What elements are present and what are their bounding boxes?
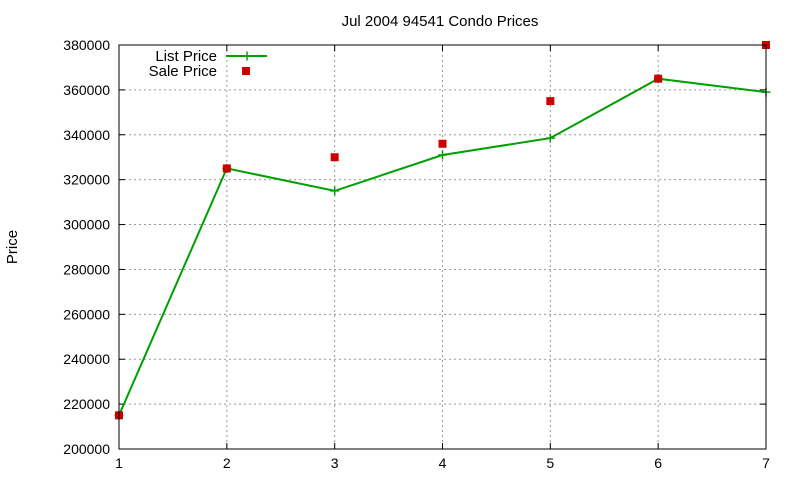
legend: List Price Sale Price xyxy=(149,48,267,80)
y-tick-label: 300000 xyxy=(63,217,110,233)
legend-label-list-price: List Price xyxy=(155,48,217,65)
sale-price-point xyxy=(654,74,663,83)
x-tick-label: 5 xyxy=(546,455,554,471)
y-tick-label: 380000 xyxy=(63,37,110,53)
sale-price-point xyxy=(330,153,339,162)
list-price-point xyxy=(545,133,555,143)
y-axis-label: Price xyxy=(4,230,21,264)
grid-lines xyxy=(119,45,766,449)
y-tick-label: 360000 xyxy=(63,82,110,98)
y-tick-label: 200000 xyxy=(63,441,110,457)
y-tick-label: 220000 xyxy=(63,396,110,412)
x-tick-label: 7 xyxy=(762,455,770,471)
legend-marker-list-price xyxy=(242,51,252,61)
x-tick-label: 3 xyxy=(331,455,339,471)
y-tick-label: 240000 xyxy=(63,351,110,367)
y-tick-label: 280000 xyxy=(63,261,110,277)
list-price-point xyxy=(330,186,340,196)
sale-price-point xyxy=(546,97,555,106)
legend-marker-sale-price xyxy=(242,67,250,75)
y-tick-label: 260000 xyxy=(63,306,110,322)
x-tick-label: 4 xyxy=(439,455,447,471)
chart-title: Jul 2004 94541 Condo Prices xyxy=(342,13,539,30)
y-axis-ticks: 200000 220000 240000 260000 280000 300000 3200… xyxy=(63,37,766,457)
x-tick-label: 1 xyxy=(115,455,123,471)
list-price-point xyxy=(438,150,447,160)
plot-frame xyxy=(118,44,767,450)
sale-price-point xyxy=(222,164,231,173)
y-tick-label: 320000 xyxy=(63,172,110,188)
x-axis-ticks: 1 2 3 4 5 6 7 xyxy=(115,45,770,471)
x-tick-label: 6 xyxy=(654,455,662,471)
y-tick-label: 340000 xyxy=(63,127,110,143)
legend-label-sale-price: Sale Price xyxy=(149,63,217,80)
x-tick-label: 2 xyxy=(223,455,231,471)
sale-price-point xyxy=(438,139,447,148)
